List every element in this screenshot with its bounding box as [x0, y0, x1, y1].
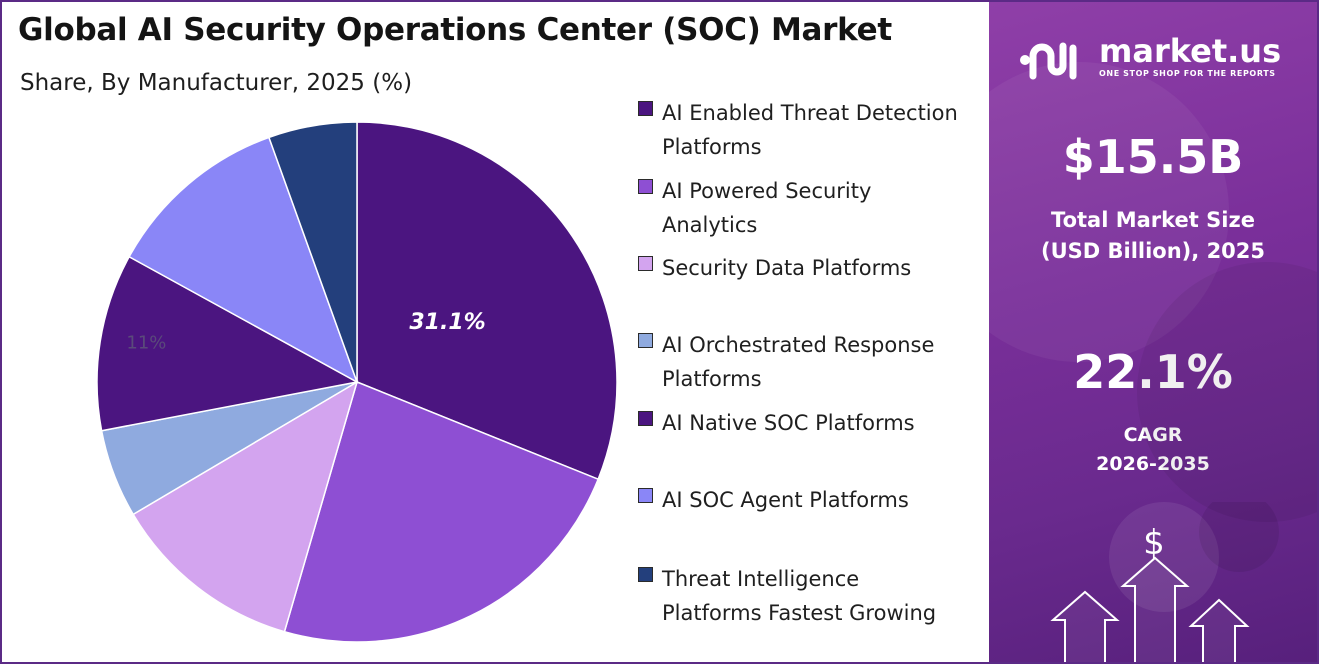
cagr-label: CAGR — [1123, 424, 1183, 446]
legend-swatch — [638, 411, 653, 426]
brand-name: market.us — [1099, 32, 1282, 70]
market-us-logo-icon — [1020, 42, 1077, 80]
legend-label: Security Data Platforms — [662, 251, 911, 285]
market-size-label-line2: (USD Billion), 2025 — [1040, 239, 1266, 263]
legend-label-line1: AI Native SOC Platforms — [662, 411, 915, 435]
page-title: Global AI Security Operations Center (SO… — [18, 12, 892, 48]
chart-panel: Global AI Security Operations Center (SO… — [2, 2, 989, 662]
pie-slice-2 — [283, 380, 600, 643]
pie-slice-1 — [356, 121, 618, 481]
legend-label-line2: Analytics — [662, 213, 758, 237]
legend-label: Threat Intelligence Platforms Fastest Gro… — [662, 562, 936, 630]
brand-logo: market.us ONE STOP SHOP FOR THE REPORTS — [1019, 32, 1309, 88]
market-size-value: $15.5B — [1062, 130, 1244, 184]
legend-label-line2: Platforms — [662, 367, 762, 391]
legend-label-line1: AI SOC Agent Platforms — [662, 488, 909, 512]
legend-label: AI Native SOC Platforms — [662, 406, 915, 440]
legend-label-line2: Platforms — [662, 135, 762, 159]
legend-label-line1: AI Powered Security — [662, 179, 872, 203]
legend-swatch — [638, 567, 653, 582]
brand-tagline: ONE STOP SHOP FOR THE REPORTS — [1099, 69, 1276, 78]
legend-label: AI Orchestrated Response Platforms — [662, 328, 934, 396]
legend-swatch — [638, 101, 653, 116]
arrow-up-icon — [1120, 556, 1190, 662]
pie-slice-7 — [267, 121, 358, 383]
legend-label-line1: AI Enabled Threat Detection — [662, 101, 958, 125]
legend-label-line1: Threat Intelligence — [662, 567, 860, 591]
cagr-value: 22.1% — [1073, 345, 1233, 399]
chart-subtitle: Share, By Manufacturer, 2025 (%) — [20, 70, 413, 96]
cagr-period: 2026-2035 — [1096, 453, 1210, 475]
pie-slice-label-1: 31.1% — [409, 310, 485, 335]
market-size-label-line1: Total Market Size — [1051, 208, 1255, 232]
summary-panel: market.us ONE STOP SHOP FOR THE REPORTS … — [989, 2, 1317, 662]
pie-slice-3 — [132, 380, 359, 633]
legend-swatch — [638, 333, 653, 348]
pie-chart: 31.1% 11% — [96, 121, 618, 643]
pie-slice-label-5: 11% — [126, 333, 166, 354]
legend-label: AI Powered Security Analytics — [662, 174, 871, 242]
legend-swatch — [638, 488, 653, 503]
pie-slice-5 — [96, 255, 360, 432]
legend-label-line2: Platforms Fastest Growing — [662, 601, 937, 625]
growth-arrows-illustration: $ — [1050, 502, 1279, 662]
legend-label-line1: AI Orchestrated Response — [662, 333, 935, 357]
dollar-icon: $ — [1143, 523, 1165, 563]
arrow-up-icon — [1050, 590, 1120, 662]
arrow-up-icon — [1188, 598, 1250, 662]
legend-label: AI SOC Agent Platforms — [662, 483, 909, 517]
legend-label-line1: Security Data Platforms — [662, 256, 912, 280]
legend-swatch — [638, 179, 653, 194]
pie-slice-6 — [128, 136, 359, 384]
legend-swatch — [638, 256, 653, 271]
legend-label: AI Enabled Threat Detection Platforms — [662, 96, 958, 164]
